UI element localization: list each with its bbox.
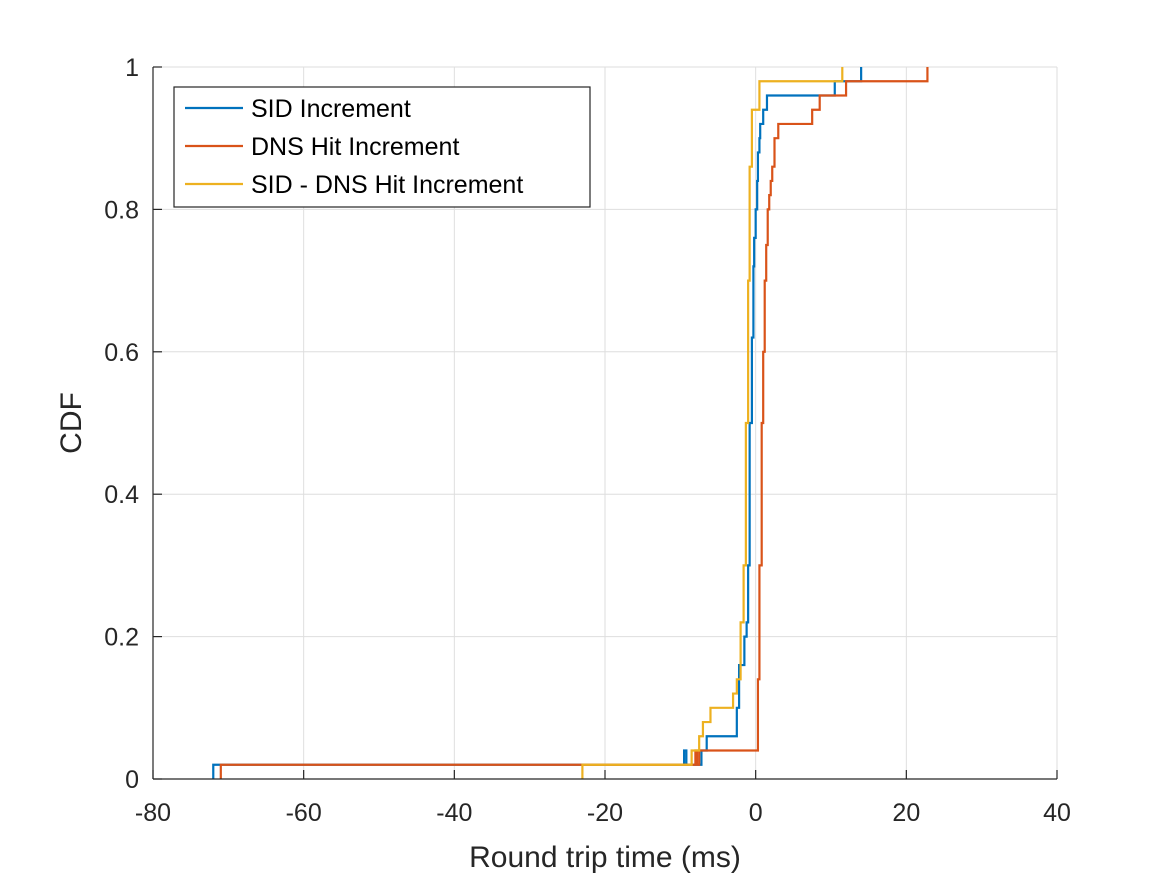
x-tick-label-5: 20 <box>892 799 920 827</box>
series-group <box>212 67 929 779</box>
y-axis-title: CDF <box>55 392 88 454</box>
legend-label-sid-dns-hit-increment: SID - DNS Hit Increment <box>251 171 523 199</box>
series-line-dns-hit-increment <box>219 67 929 779</box>
legend-label-dns-hit-increment: DNS Hit Increment <box>251 133 459 161</box>
x-axis-title: Round trip time (ms) <box>469 841 741 874</box>
y-tick-label-5: 1 <box>125 54 139 82</box>
y-tick-label-1: 0.2 <box>104 624 139 652</box>
legend: SID Increment DNS Hit Increment SID - DN… <box>173 86 591 208</box>
y-tick-label-2: 0.4 <box>104 481 139 509</box>
legend-box <box>173 86 591 208</box>
tick-labels: -80 -60 -40 -20 0 20 40 0 0.2 0.4 0.6 0.8 1 <box>104 54 1071 827</box>
axes <box>152 66 1058 780</box>
y-tick-label-4: 0.8 <box>104 196 139 224</box>
x-tick-label-1: -60 <box>286 799 322 827</box>
legend-label-sid-increment: SID Increment <box>251 95 411 123</box>
x-tick-label-6: 40 <box>1043 799 1071 827</box>
series-line-sid-dns-hit-increment <box>581 67 844 779</box>
y-tick-label-0: 0 <box>125 766 139 794</box>
x-tick-label-4: 0 <box>749 799 763 827</box>
x-tick-label-0: -80 <box>135 799 171 827</box>
y-tick-label-3: 0.6 <box>104 339 139 367</box>
x-tick-label-3: -20 <box>587 799 623 827</box>
x-tick-label-2: -40 <box>436 799 472 827</box>
